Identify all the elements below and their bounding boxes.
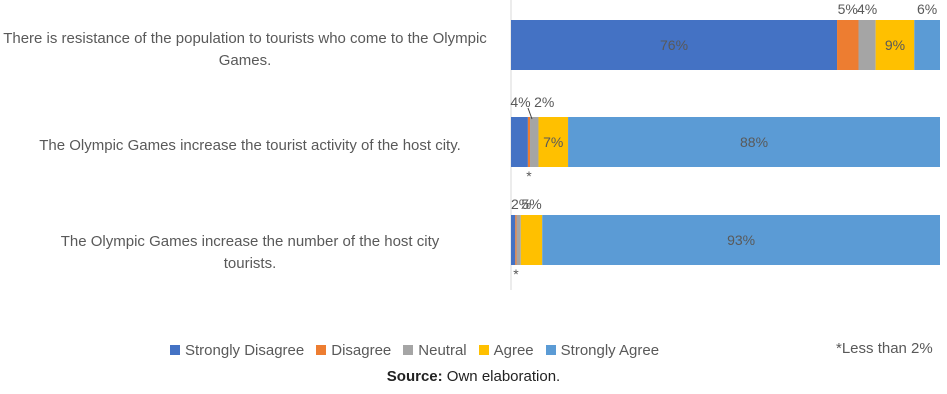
legend-item: Neutral	[403, 342, 467, 359]
data-label: 4%	[510, 94, 530, 110]
data-label: 5%	[521, 196, 541, 212]
legend-label: Agree	[493, 342, 534, 359]
legend-item: Strongly Disagree	[170, 342, 304, 359]
stacked-bar-chart: 76%5% 4%9%6%4%*2%7% 88%2%*5%93%	[510, 0, 940, 290]
data-label: 93%	[727, 232, 755, 248]
data-label: 76%	[660, 37, 688, 53]
bar-segment	[538, 117, 569, 167]
legend-label: Disagree	[331, 342, 392, 359]
legend-swatch	[478, 345, 489, 355]
bar-segment	[837, 20, 859, 70]
source-label: Source:	[386, 368, 443, 385]
data-label: 4%	[857, 1, 877, 17]
chart-legend: Strongly Disagree Disagree Neutral Agree Str…	[170, 342, 671, 359]
leader-line	[527, 107, 533, 120]
bar-segment	[511, 117, 528, 167]
bar-segment	[515, 215, 517, 265]
data-label: 2%	[534, 94, 554, 110]
legend-item: Strongly Agree	[545, 342, 660, 359]
bar-segment	[520, 215, 543, 265]
bar-segment	[511, 215, 516, 265]
category-label-2: The Olympic Games increase the tourist a…	[39, 137, 461, 154]
legend-label: Neutral	[418, 342, 467, 359]
bar-segment	[914, 20, 940, 70]
data-label: 88%	[740, 134, 768, 150]
bar-segment	[527, 117, 531, 167]
data-label: 9%	[885, 37, 905, 53]
footnote: *Less than 2%	[836, 340, 933, 357]
bar-segment	[542, 215, 940, 265]
legend-item: Disagree	[316, 342, 391, 359]
bar-segment	[858, 20, 876, 70]
data-label: 2%	[511, 196, 531, 212]
bar-segment	[530, 117, 539, 167]
category-label-1: There is resistance of the population to…	[3, 30, 487, 69]
source-text: Own elaboration.	[442, 368, 561, 385]
legend-label: Strongly Disagree	[185, 342, 305, 359]
legend-swatch	[403, 345, 414, 355]
legend-swatch	[170, 345, 180, 355]
data-label: 5%	[838, 1, 858, 17]
data-label: *	[513, 266, 519, 282]
legend-label: Strongly Agree	[560, 342, 660, 359]
legend-swatch	[316, 345, 327, 355]
legend-item: Agree	[478, 342, 534, 359]
bar-segment	[875, 20, 915, 70]
data-label: *	[526, 168, 532, 184]
legend-swatch	[545, 345, 556, 355]
category-label-3: The Olympic Games increase the number of…	[60, 233, 440, 272]
source-note: Source: Own elaboration.	[0, 368, 947, 385]
bar-segment	[511, 20, 838, 70]
data-label: 6%	[917, 1, 937, 17]
data-label: 7%	[543, 134, 563, 150]
bar-segment	[516, 215, 521, 265]
bar-segment	[568, 117, 940, 167]
